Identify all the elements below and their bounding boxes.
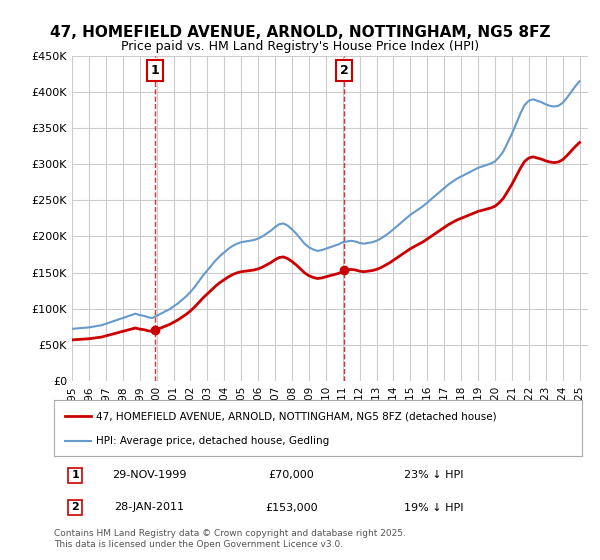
Text: 2: 2	[340, 64, 349, 77]
Text: 28-JAN-2011: 28-JAN-2011	[114, 502, 184, 512]
Text: 19% ↓ HPI: 19% ↓ HPI	[404, 502, 464, 512]
Text: £70,000: £70,000	[269, 470, 314, 480]
Text: HPI: Average price, detached house, Gedling: HPI: Average price, detached house, Gedl…	[96, 436, 329, 446]
Text: 1: 1	[71, 470, 79, 480]
Text: £153,000: £153,000	[265, 502, 318, 512]
Text: Contains HM Land Registry data © Crown copyright and database right 2025.
This d: Contains HM Land Registry data © Crown c…	[54, 529, 406, 549]
Text: 47, HOMEFIELD AVENUE, ARNOLD, NOTTINGHAM, NG5 8FZ: 47, HOMEFIELD AVENUE, ARNOLD, NOTTINGHAM…	[50, 25, 550, 40]
Text: Price paid vs. HM Land Registry's House Price Index (HPI): Price paid vs. HM Land Registry's House …	[121, 40, 479, 53]
Text: 2: 2	[71, 502, 79, 512]
Text: 1: 1	[151, 64, 160, 77]
Text: 29-NOV-1999: 29-NOV-1999	[112, 470, 186, 480]
Text: 47, HOMEFIELD AVENUE, ARNOLD, NOTTINGHAM, NG5 8FZ (detached house): 47, HOMEFIELD AVENUE, ARNOLD, NOTTINGHAM…	[96, 411, 497, 421]
Text: 23% ↓ HPI: 23% ↓ HPI	[404, 470, 464, 480]
